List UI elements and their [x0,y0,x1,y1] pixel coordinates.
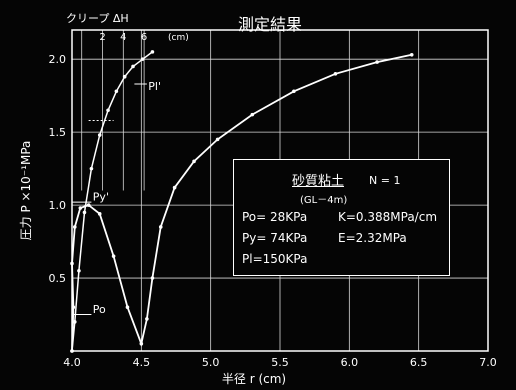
series-line [71,51,153,352]
data-point [150,276,155,280]
info-box: 砂質粘土 N = 1 (GL－4m) Po= 28KPa K=0.388MPa/… [233,159,450,276]
info-title: 砂質粘土 [292,174,345,189]
data-point [140,57,145,61]
data-point [122,74,127,79]
data-point [409,53,414,57]
y-tick-label: 0.5 [49,272,67,285]
x-tick-label: 4.0 [63,356,81,369]
x-tick-label: 5.0 [202,356,220,369]
data-point [125,305,130,310]
data-point [250,112,255,117]
chart-title: 測定結果 [238,15,302,34]
x-tick-label: 6.5 [410,356,428,369]
data-point [139,341,144,346]
data-point [292,89,296,94]
data-point [333,71,338,76]
data-point [77,268,81,273]
data-point [145,317,149,321]
annotation-label: Pl' [148,80,161,93]
info-po: Po= 28KPa [242,210,308,224]
data-point [158,225,163,229]
info-e: E=2.32MPa [338,231,407,245]
data-point [192,159,196,164]
info-py: Py= 74KPa [242,231,308,245]
info-depth: (GL－4m) [300,195,348,206]
x-tick-label: 7.0 [479,356,497,369]
x-tick-label: 5.5 [271,356,289,369]
data-point [111,254,116,258]
data-point [86,203,91,207]
plot-frame [71,29,489,352]
data-point [70,349,74,353]
y-tick-label: 2.0 [49,53,67,66]
data-point [72,225,77,229]
data-point [82,210,87,215]
data-point [172,185,177,190]
info-n: N = 1 [369,174,401,187]
data-point [72,320,77,324]
y-axis-label: 圧力 P ×10⁻¹MPa [19,141,33,241]
data-point [106,108,110,113]
data-point [71,305,76,310]
creep-unit-label: (cm) [168,33,189,43]
creep-tick-label: 6 [141,32,147,43]
data-point [150,50,155,54]
data-point [97,212,102,216]
data-point [131,64,135,69]
creep-axis-label: クリープ ΔH [66,12,129,25]
x-tick-label: 6.0 [341,356,359,369]
data-point [97,133,102,137]
data-point [70,261,74,266]
y-tick-label: 1.0 [49,199,67,212]
data-point [89,166,94,171]
annotation-label: Py' [93,191,109,204]
info-k: K=0.388MPa/cm [338,210,438,224]
creep-tick-label: 4 [120,32,126,43]
creep-tick-label: 2 [99,32,105,43]
data-point [114,89,119,94]
annotation-label: Po [93,303,106,316]
y-tick-label: 1.5 [49,126,67,139]
data-point [375,60,379,64]
x-axis-label: 半径 r (cm) [222,372,286,386]
data-point [215,137,220,142]
info-pl: Pl=150KPa [242,252,308,266]
x-tick-label: 4.5 [133,356,151,369]
data-point [78,206,83,210]
